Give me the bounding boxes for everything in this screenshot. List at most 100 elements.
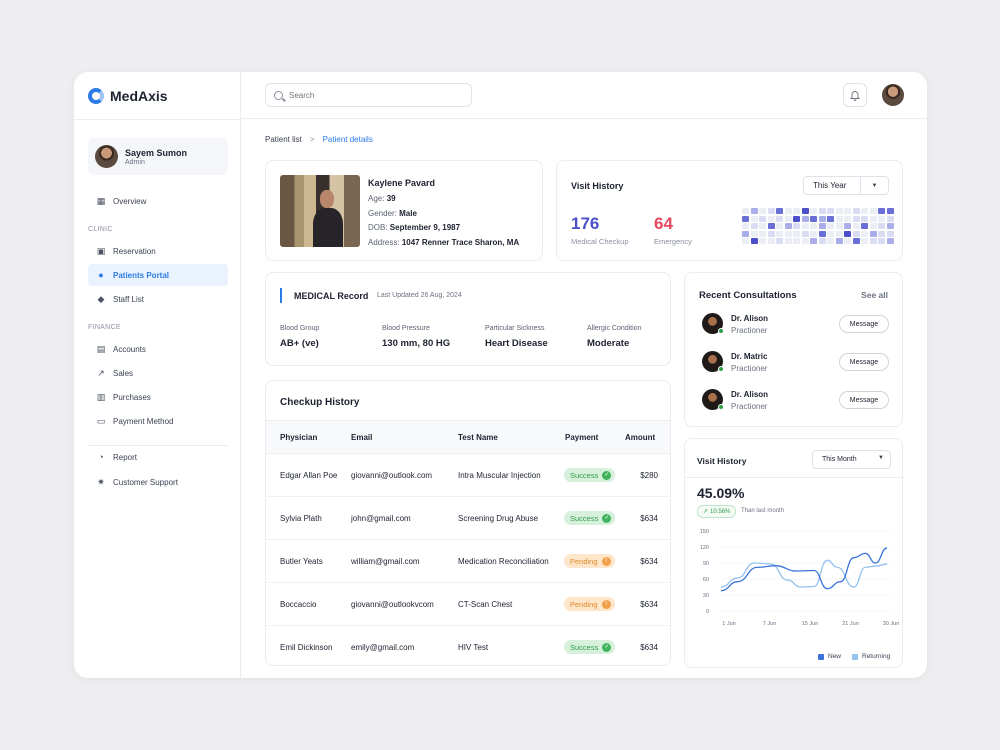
heatmap-cell — [784, 208, 792, 214]
column-header[interactable]: Physician — [280, 432, 318, 442]
heatmap-cell — [861, 223, 868, 229]
doctor-name: Dr. Alison — [731, 390, 769, 399]
amount-cell: $634 — [640, 556, 658, 566]
heatmap-cell — [742, 215, 749, 222]
heatmap-cell — [869, 223, 877, 229]
doctor-avatar — [702, 389, 723, 410]
search-box[interactable] — [265, 83, 472, 107]
visit-line-chart: 0 30 60 90 120 150 1 Jun 7 Jun 15 Jun 21 Jun 30 Ju… — [700, 529, 899, 627]
top-header — [241, 72, 927, 119]
table-row[interactable]: Edgar Allan Poe giovanni@outlook.com Intra… — [266, 454, 670, 497]
header-avatar[interactable] — [882, 84, 904, 106]
series-line-returning — [720, 559, 888, 588]
sidebar-item-accounts[interactable]: ▤ Accounts — [88, 338, 228, 360]
table-row[interactable]: Emil Dickinson emily@gmail.com HIV Test Suc… — [266, 626, 670, 665]
message-button[interactable]: Message — [839, 391, 889, 409]
nav-main: ▦ Overview — [88, 190, 228, 214]
heatmap-cell — [869, 215, 877, 222]
x-tick-label: 21 Jun — [842, 621, 859, 627]
heatmap-cell — [784, 215, 792, 222]
legend-label: New — [828, 653, 842, 660]
logo[interactable]: MedAxis — [88, 87, 168, 105]
checkup-history-card: Checkup History Physician Email Test Nam… — [265, 380, 671, 666]
check-icon: ✓ — [602, 642, 612, 652]
sidebar-item-report[interactable]: ◔ Report — [88, 446, 228, 468]
receipt-icon: ▥ — [96, 392, 106, 402]
change-note: Than last month — [741, 508, 785, 514]
heatmap-cell — [844, 230, 851, 237]
patient-age: Age: 39 — [368, 194, 396, 203]
doctor-name: Dr. Alison — [731, 314, 769, 323]
message-button[interactable]: Message — [839, 315, 889, 333]
heatmap-cell — [767, 238, 775, 244]
status-badge: Success ✓ — [564, 468, 616, 482]
test-name-cell: Intra Muscular Injection — [458, 470, 541, 480]
heatmap-cell — [878, 215, 885, 222]
year-filter-select[interactable]: This Year ▼ — [803, 176, 889, 195]
column-header[interactable]: Test Name — [458, 432, 498, 442]
heatmap-cell — [878, 230, 885, 237]
breadcrumb-patient-details[interactable]: Patient details — [322, 135, 373, 144]
heatmap-cell — [818, 238, 826, 244]
sidebar-item-reservation[interactable]: ▣ Reservation — [88, 240, 228, 262]
nav-finance: FINANCE ▤ Accounts ↗ Sales ▥ Purchases ▭… — [88, 324, 228, 434]
change-value: 10.56% — [710, 508, 731, 515]
user-profile-card[interactable]: Sayem Sumon Admin — [88, 138, 228, 175]
heatmap-cell — [810, 238, 817, 244]
table-row[interactable]: Butler Yeats william@gmail.com Medication … — [266, 540, 670, 583]
column-header[interactable]: Payment — [565, 432, 599, 442]
heatmap-cell — [861, 238, 868, 244]
heatmap-cell — [793, 223, 800, 229]
heatmap-cell — [852, 215, 860, 222]
sidebar-item-purchases[interactable]: ▥ Purchases — [88, 386, 228, 408]
patient-photo — [280, 175, 360, 247]
y-tick-label: 0 — [706, 609, 709, 615]
sidebar-item-label: Staff List — [113, 294, 144, 304]
test-name-cell: Screening Drug Abuse — [458, 513, 539, 523]
amount-cell: $280 — [640, 470, 658, 480]
y-tick-label: 120 — [700, 545, 709, 551]
physician-cell: Emil Dickinson — [280, 642, 333, 652]
month-filter-select[interactable]: This Month ▼ — [812, 450, 891, 469]
blood-group-field: Blood Group AB+ (ve) — [280, 325, 319, 349]
heatmap-cell — [869, 208, 877, 214]
breadcrumb-patient-list[interactable]: Patient list — [265, 135, 302, 144]
message-button[interactable]: Message — [839, 353, 889, 371]
column-header[interactable]: Email — [351, 432, 373, 442]
table-row[interactable]: Sylvia Plath john@gmail.com Screening Drug… — [266, 497, 670, 540]
field-label: Blood Pressure — [382, 325, 430, 332]
pie-chart-icon: ◔ — [98, 452, 104, 462]
heatmap-cell — [784, 230, 792, 237]
sidebar-item-payment-method[interactable]: ▭ Payment Method — [88, 410, 228, 432]
gear-icon: ✷ — [97, 477, 105, 487]
heatmap-cell — [801, 230, 809, 237]
consultation-item: Dr. Alison Practioner Message — [699, 311, 889, 339]
sidebar-item-patients-portal[interactable]: ● Patients Portal — [88, 264, 228, 286]
heatmap-cell — [844, 238, 851, 244]
see-all-link[interactable]: See all — [861, 290, 888, 300]
heatmap-cell — [835, 215, 843, 222]
heatmap-cell — [784, 238, 792, 244]
heatmap-cell — [776, 208, 783, 214]
sidebar-item-label: Reservation — [113, 246, 156, 256]
table-row[interactable]: Boccaccio giovanni@outlookvcom CT-Scan Che… — [266, 583, 670, 626]
sidebar-item-customer-support[interactable]: ✷ Customer Support — [88, 471, 228, 493]
payment-cell: Success ✓ — [564, 497, 616, 539]
search-input[interactable] — [289, 90, 459, 100]
card-title: Checkup History — [280, 397, 360, 408]
sidebar-item-staff-list[interactable]: ◆ Staff List — [88, 288, 228, 310]
sidebar-item-overview[interactable]: ▦ Overview — [88, 190, 228, 212]
column-header[interactable]: Amount — [625, 432, 656, 442]
bell-icon[interactable] — [843, 83, 867, 107]
heatmap-cell — [767, 208, 775, 214]
clock-icon: ! — [601, 556, 611, 566]
section-label-clinic: CLINIC — [88, 226, 113, 233]
test-name-cell: HIV Test — [458, 642, 489, 652]
heatmap-cell — [844, 215, 851, 222]
visit-percent: 45.09% — [697, 485, 745, 501]
heatmap-cell — [750, 223, 758, 229]
field-label: Blood Group — [280, 325, 320, 332]
heatmap-cell — [861, 208, 868, 214]
heatmap-cell — [759, 230, 766, 237]
sidebar-item-sales[interactable]: ↗ Sales — [88, 362, 228, 384]
